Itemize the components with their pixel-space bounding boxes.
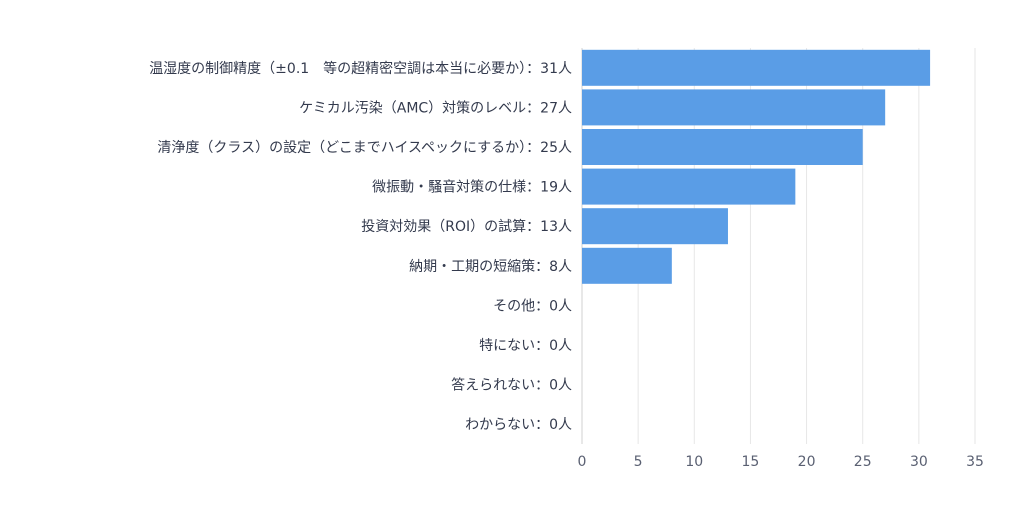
category-label: 微振動・騒音対策の仕様：19人 — [372, 179, 572, 196]
x-tick-label: 10 — [685, 454, 703, 470]
bar — [582, 129, 863, 165]
category-label-layer: 温湿度の制御精度（±0.1 等の超精密空調は本当に必要か）：31人ケミカル汚染（… — [149, 60, 572, 433]
bar — [582, 247, 672, 284]
bar-layer — [582, 49, 931, 284]
category-label: わからない：0人 — [465, 417, 572, 433]
x-tick-label: 15 — [742, 454, 760, 470]
x-tick-layer: 0 5 10 15 20 25 30 35 — [578, 454, 984, 470]
category-label: その他：0人 — [493, 298, 572, 314]
category-label: 温湿度の制御精度（±0.1 等の超精密空調は本当に必要か）：31人 — [149, 60, 572, 77]
category-label: 投資対効果（ROI）の試算：13人 — [361, 219, 572, 235]
bar — [582, 168, 796, 205]
x-tick-label: 25 — [854, 454, 872, 470]
category-label: 納期・工期の短縮策：8人 — [409, 258, 572, 275]
category-label: 清浄度（クラス）の設定（どこまでハイスペックにするか）：25人 — [157, 140, 572, 156]
category-label: ケミカル汚染（AMC）対策のレベル：27人 — [299, 99, 572, 116]
x-tick-label: 35 — [966, 454, 984, 470]
bar — [582, 208, 728, 245]
category-label: 答えられない：0人 — [451, 377, 572, 394]
x-tick-label: 30 — [910, 454, 928, 470]
bar — [582, 89, 886, 126]
category-label: 特にない：0人 — [479, 338, 572, 354]
x-tick-label: 5 — [634, 454, 643, 470]
bar — [582, 49, 931, 86]
x-tick-label: 0 — [578, 454, 587, 470]
x-tick-label: 20 — [798, 454, 816, 470]
